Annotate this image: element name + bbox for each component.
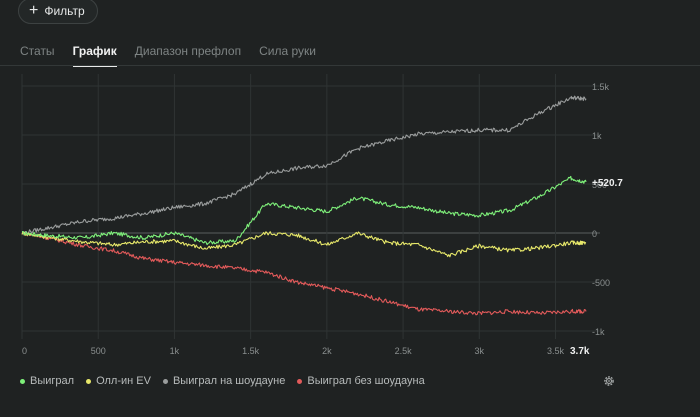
y-tick-label: 1k <box>592 131 602 141</box>
end-value-label: +520.7 <box>592 178 623 189</box>
x-end-label: 3.7k <box>570 346 590 357</box>
x-tick-label: 2.5k <box>395 346 413 356</box>
tab-hand-strength[interactable]: Сила руки <box>259 44 316 58</box>
tabs-divider <box>0 65 700 66</box>
legend-item-showdown[interactable]: Выиграл на шоудауне <box>162 375 286 387</box>
series-line <box>22 175 587 246</box>
x-tick-label: 1k <box>170 346 180 356</box>
filter-button-label: Фильтр <box>44 4 85 18</box>
y-tick-label: 0 <box>592 229 597 239</box>
legend-item-non-showdown[interactable]: Выиграл без шоудауна <box>297 375 425 387</box>
y-tick-label: -500 <box>592 278 610 288</box>
legend-item-won[interactable]: Выиграл <box>20 375 74 387</box>
x-tick-label: 3.5k <box>547 346 565 356</box>
series-line <box>21 95 587 235</box>
series-line <box>22 231 587 316</box>
legend-label-allin-ev: Олл-ин EV <box>96 375 151 387</box>
legend-dot-allin-ev <box>86 378 92 384</box>
gear-icon[interactable] <box>602 374 616 388</box>
legend-label-won: Выиграл <box>30 375 75 387</box>
tab-graph[interactable]: График <box>72 44 117 67</box>
legend-dot-non-showdown <box>297 378 303 384</box>
results-chart[interactable]: 1.5k 1k 500 0 -500 -1k 0 500 1k 1.5k 2k 2.5k 3k 3.5k 3… <box>0 66 700 366</box>
x-tick-label: 500 <box>91 346 106 356</box>
legend-label-non-showdown: Выиграл без шоудауна <box>307 375 425 387</box>
tab-stats[interactable]: Статы <box>20 44 55 58</box>
legend-label-showdown: Выиграл на шоудауне <box>172 375 286 387</box>
y-tick-label: -1k <box>592 327 605 337</box>
x-tick-label: 1.5k <box>242 346 260 356</box>
x-tick-label: 2k <box>322 346 332 356</box>
chart-legend: Выиграл Олл-ин EV Выиграл на шоудауне Вы… <box>20 375 425 387</box>
y-tick-label: 500 <box>592 180 607 190</box>
legend-dot-won <box>20 378 25 384</box>
series-line <box>21 231 587 258</box>
tab-bar: Статы График Диапазон префлоп Сила руки <box>20 44 316 67</box>
y-tick-label: 1.5k <box>592 82 610 92</box>
plus-icon: + <box>29 2 39 19</box>
x-tick-label: 3k <box>475 346 485 356</box>
legend-dot-showdown <box>162 378 168 384</box>
x-tick-label: 0 <box>22 346 27 356</box>
chart-svg: 1.5k 1k 500 0 -500 -1k 0 500 1k 1.5k 2k 2.5k 3k 3.5k 3… <box>21 74 623 357</box>
tab-preflop-range[interactable]: Диапазон префлоп <box>134 44 242 58</box>
legend-item-allin-ev[interactable]: Олл-ин EV <box>86 375 151 387</box>
filter-button[interactable]: + Фильтр <box>18 0 98 24</box>
